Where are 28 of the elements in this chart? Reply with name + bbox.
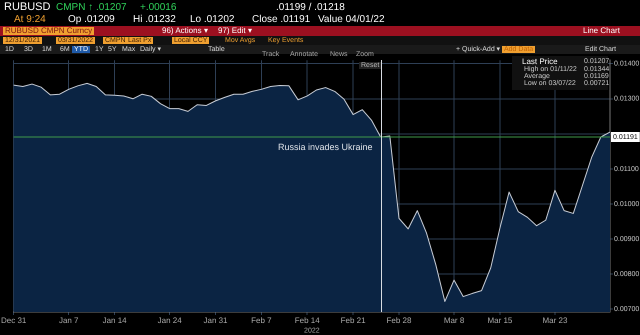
annotation: Last Price <box>522 57 558 66</box>
x-tick-label: Feb 21 <box>340 316 366 326</box>
annotation: Russia invades Ukraine <box>278 142 373 152</box>
x-tick-label: Dec 31 <box>0 316 27 326</box>
text: CMPN ↑ .01207 <box>56 2 127 13</box>
text: Close .01191 <box>252 14 310 25</box>
x-tick-label: Feb 28 <box>386 316 412 326</box>
x-tick-label: Mar 8 <box>444 316 465 326</box>
chart-title: RUBUSD <box>4 1 50 13</box>
text: Lo .01202 <box>190 14 234 25</box>
text: 97) Edit ▾ <box>218 26 252 35</box>
x-tick-label: Jan 24 <box>158 316 182 326</box>
x-tick-label: Mar 15 <box>487 316 513 326</box>
x-tick-label: Jan 7 <box>58 316 80 326</box>
x-tick-label: Jan 14 <box>102 316 128 326</box>
x-tick-label: Jan 31 <box>203 316 228 326</box>
x-tick-label: Mar 23 <box>542 316 568 326</box>
text: Op .01209 <box>68 14 115 25</box>
text: Line Chart <box>583 26 620 35</box>
text: +.00016 <box>140 2 176 13</box>
text: Hi .01232 <box>133 14 176 25</box>
text: 96) Actions ▾ <box>162 26 208 35</box>
x-tick-label: Feb 14 <box>294 316 320 326</box>
text: At 9:24 <box>14 14 46 25</box>
text: .01199 / .01218 <box>276 2 345 13</box>
text: RUBUSD CMPN Curncy <box>3 26 94 35</box>
x-tick-label: Feb 7 <box>251 316 272 326</box>
text: Value 04/01/22 <box>318 14 385 25</box>
